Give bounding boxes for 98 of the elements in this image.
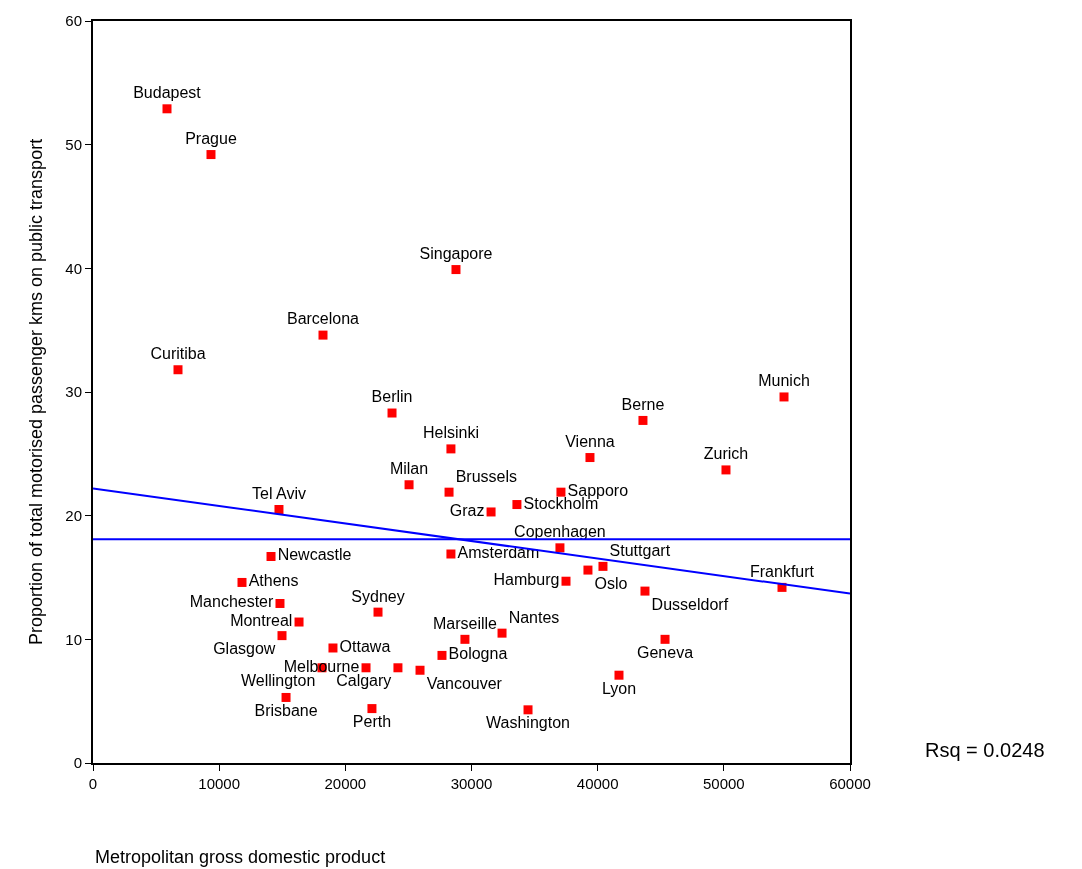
data-label: Glasgow bbox=[213, 640, 276, 658]
point bbox=[393, 663, 403, 673]
point bbox=[318, 330, 328, 340]
data-label: Budapest bbox=[133, 84, 202, 102]
point bbox=[328, 643, 338, 653]
data-label: Milan bbox=[389, 460, 429, 478]
data-label: Newcastle bbox=[277, 546, 352, 564]
x-tick-label: 40000 bbox=[576, 775, 619, 792]
x-tick-label: 60000 bbox=[829, 775, 871, 792]
point bbox=[451, 265, 461, 275]
data-label: Sydney bbox=[351, 587, 405, 605]
point bbox=[444, 487, 454, 497]
point bbox=[387, 408, 397, 418]
data-label: Zurich bbox=[703, 445, 749, 463]
data-label: Nantes bbox=[508, 608, 560, 626]
point bbox=[660, 634, 670, 644]
y-tick-label: 0 bbox=[73, 754, 82, 772]
data-label: Perth bbox=[352, 713, 392, 731]
data-label: Barcelona bbox=[286, 310, 360, 328]
data-label: Prague bbox=[185, 129, 237, 147]
y-tick-label: 60 bbox=[65, 12, 82, 30]
data-label: Helsinki bbox=[422, 424, 479, 442]
data-label: Berlin bbox=[371, 388, 413, 406]
point bbox=[486, 507, 496, 517]
point bbox=[446, 549, 456, 559]
point bbox=[404, 480, 414, 490]
data-label: Vancouver bbox=[426, 674, 503, 692]
point bbox=[373, 607, 383, 617]
point bbox=[779, 392, 789, 402]
data-label: Frankfurt bbox=[749, 562, 815, 580]
x-tick-label: 0 bbox=[88, 775, 98, 792]
data-label: Manchester bbox=[189, 593, 275, 611]
data-label: Singapore bbox=[419, 244, 493, 262]
point bbox=[206, 150, 216, 160]
data-label: Montreal bbox=[230, 612, 293, 630]
data-label: Amsterdam bbox=[457, 544, 540, 561]
point bbox=[583, 565, 593, 575]
point bbox=[721, 465, 731, 475]
point bbox=[614, 670, 624, 680]
y-tick-label: 20 bbox=[65, 506, 82, 524]
y-tick-label: 40 bbox=[65, 259, 82, 277]
point bbox=[367, 704, 377, 714]
data-label: Calgary bbox=[336, 672, 392, 690]
y-axis-title: Proportion of total motorised passenger kms on public transport bbox=[26, 138, 47, 646]
x-tick-label: 20000 bbox=[324, 775, 367, 792]
point bbox=[460, 634, 470, 644]
data-label: Geneva bbox=[637, 643, 694, 661]
point bbox=[294, 617, 304, 627]
data-label: Oslo bbox=[594, 574, 628, 592]
data-label: Washington bbox=[486, 714, 570, 732]
point bbox=[638, 415, 648, 425]
data-label: Curitiba bbox=[150, 345, 206, 363]
point bbox=[497, 628, 507, 638]
point bbox=[512, 500, 522, 510]
data-label: Graz bbox=[449, 501, 485, 519]
data-label: Stuttgart bbox=[609, 541, 671, 559]
data-label: Tel Aviv bbox=[251, 484, 306, 502]
data-label: Berne bbox=[621, 395, 665, 413]
point bbox=[415, 665, 425, 675]
point bbox=[173, 365, 183, 375]
data-label: Athens bbox=[248, 572, 299, 590]
point bbox=[266, 551, 276, 561]
data-label: Lyon bbox=[601, 679, 637, 697]
point bbox=[277, 631, 287, 641]
data-label: Hamburg bbox=[493, 571, 560, 589]
point bbox=[585, 453, 595, 463]
x-tick-label: 10000 bbox=[198, 775, 241, 792]
point bbox=[275, 598, 285, 608]
data-label: Munich bbox=[758, 372, 810, 390]
y-tick-label: 50 bbox=[65, 135, 82, 153]
data-label: Brussels bbox=[455, 467, 518, 485]
point bbox=[561, 576, 571, 586]
point bbox=[281, 692, 291, 702]
point bbox=[640, 586, 650, 596]
data-label: Ottawa bbox=[339, 637, 391, 655]
point bbox=[555, 543, 565, 553]
data-label: Wellington bbox=[240, 672, 316, 690]
x-tick-label: 30000 bbox=[450, 775, 493, 792]
data-label: Vienna bbox=[565, 432, 615, 450]
point bbox=[361, 663, 371, 673]
point bbox=[556, 487, 566, 497]
data-label: Dusseldorf bbox=[651, 595, 729, 613]
y-tick-label: 30 bbox=[65, 383, 82, 401]
point bbox=[274, 504, 284, 514]
data-label: Copenhagen bbox=[514, 523, 606, 541]
text: Rsq = 0.0248 bbox=[925, 739, 1045, 761]
point bbox=[162, 104, 172, 114]
point bbox=[237, 577, 247, 587]
data-label: Marseille bbox=[432, 614, 498, 632]
point bbox=[437, 650, 447, 660]
point bbox=[598, 561, 608, 571]
point bbox=[446, 444, 456, 454]
data-label: Brisbane bbox=[254, 702, 318, 720]
x-tick-label: 50000 bbox=[702, 775, 745, 792]
point bbox=[523, 705, 533, 715]
y-tick-label: 10 bbox=[65, 630, 82, 648]
x-axis-title: Metropolitan gross domestic product bbox=[95, 847, 386, 867]
data-label: Bologna bbox=[448, 645, 508, 663]
